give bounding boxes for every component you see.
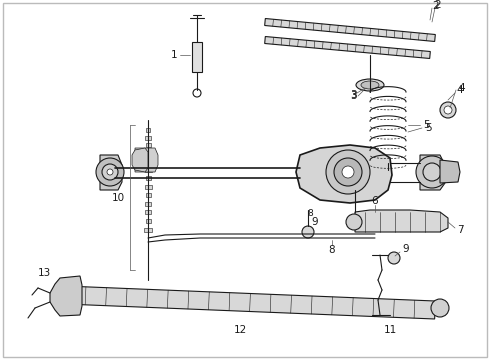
Bar — [145, 185, 151, 189]
Polygon shape — [440, 160, 460, 183]
Circle shape — [416, 156, 448, 188]
Text: 2: 2 — [435, 0, 441, 10]
Bar — [146, 219, 150, 223]
Text: 7: 7 — [457, 225, 464, 235]
Circle shape — [440, 102, 456, 118]
Circle shape — [102, 164, 118, 180]
Text: 4: 4 — [459, 83, 466, 93]
Polygon shape — [65, 286, 435, 319]
Circle shape — [326, 150, 370, 194]
Text: 6: 6 — [372, 196, 378, 206]
Circle shape — [423, 163, 441, 181]
Text: 13: 13 — [37, 268, 50, 278]
Circle shape — [342, 166, 354, 178]
Polygon shape — [132, 148, 148, 172]
Text: 1: 1 — [171, 50, 177, 60]
Circle shape — [302, 226, 314, 238]
Text: 10: 10 — [111, 193, 124, 203]
Bar — [146, 143, 150, 147]
Polygon shape — [135, 148, 158, 172]
Circle shape — [96, 158, 124, 186]
Bar — [146, 193, 150, 197]
Bar — [144, 228, 152, 232]
Bar — [144, 150, 152, 154]
Text: 8: 8 — [329, 245, 335, 255]
Circle shape — [444, 106, 452, 114]
Polygon shape — [265, 36, 430, 58]
Text: 2: 2 — [433, 1, 440, 11]
Polygon shape — [420, 155, 445, 190]
Circle shape — [107, 169, 113, 175]
Text: 11: 11 — [383, 325, 396, 335]
Bar — [145, 168, 151, 172]
Text: 5: 5 — [425, 123, 431, 133]
Circle shape — [334, 158, 362, 186]
Polygon shape — [192, 42, 202, 72]
Text: 9: 9 — [403, 244, 409, 254]
Text: 5: 5 — [423, 120, 429, 130]
Polygon shape — [100, 155, 122, 190]
Polygon shape — [265, 18, 435, 41]
Bar — [145, 202, 151, 206]
Bar — [146, 176, 150, 180]
Ellipse shape — [356, 79, 384, 91]
Ellipse shape — [361, 81, 379, 89]
Text: 3: 3 — [350, 91, 356, 101]
Circle shape — [431, 299, 449, 317]
Text: 9: 9 — [312, 217, 318, 227]
Circle shape — [193, 89, 201, 97]
Bar — [145, 136, 151, 140]
Polygon shape — [296, 145, 392, 203]
Bar — [146, 160, 150, 164]
Text: 8: 8 — [307, 208, 313, 217]
Text: 12: 12 — [233, 325, 246, 335]
Text: 4: 4 — [457, 85, 464, 95]
Polygon shape — [50, 276, 82, 316]
Circle shape — [388, 252, 400, 264]
Text: 3: 3 — [350, 90, 356, 100]
Bar — [145, 210, 151, 214]
Polygon shape — [355, 210, 448, 232]
Bar — [146, 128, 150, 132]
Circle shape — [346, 214, 362, 230]
